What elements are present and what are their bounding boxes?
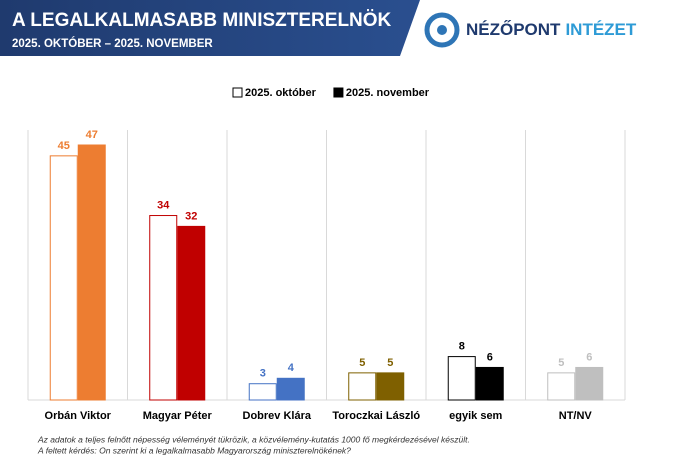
bar xyxy=(348,372,377,401)
header-banner xyxy=(0,0,420,56)
x-tick-label: egyik sem xyxy=(449,410,502,422)
chart-title: A LEGALKALMASABB MINISZTERELNÖK xyxy=(12,10,392,31)
value-label: 3 xyxy=(260,368,266,380)
chart-subtitle: 2025. OKTÓBER – 2025. NOVEMBER xyxy=(12,37,213,50)
bar xyxy=(575,366,604,401)
bar xyxy=(149,215,178,401)
value-label: 5 xyxy=(359,357,365,369)
legend-swatch xyxy=(333,87,344,98)
logo: NÉZŐPONT INTÉZET xyxy=(424,12,637,48)
legend-label: 2025. november xyxy=(346,87,430,99)
value-label: 32 xyxy=(185,210,197,222)
footnote: A feltett kérdés: On szerint ki a legalk… xyxy=(37,445,351,455)
legend-label: 2025. október xyxy=(245,87,317,99)
bar xyxy=(49,155,78,401)
bar xyxy=(177,225,206,401)
value-label: 8 xyxy=(459,341,465,353)
x-tick-label: Dobrev Klára xyxy=(243,410,312,422)
logo-text: NÉZŐPONT INTÉZET xyxy=(466,20,637,39)
logo-primary: NÉZŐPONT xyxy=(466,20,561,39)
value-label: 34 xyxy=(157,199,170,211)
x-tick-label: NT/NV xyxy=(559,410,593,422)
logo-icon xyxy=(424,12,460,48)
logo-icon-dot xyxy=(437,25,447,35)
bar xyxy=(276,377,305,401)
value-label: 5 xyxy=(558,357,564,369)
bar xyxy=(77,144,106,401)
value-label: 47 xyxy=(86,129,98,141)
logo-secondary: INTÉZET xyxy=(565,20,636,39)
x-tick-label: Toroczkai László xyxy=(332,410,420,422)
bar xyxy=(376,372,405,401)
value-label: 5 xyxy=(387,357,393,369)
value-label: 6 xyxy=(487,351,493,363)
footnote: Az adatok a teljes felnőtt népesség véle… xyxy=(37,434,470,444)
bar xyxy=(475,366,504,401)
value-label: 45 xyxy=(58,140,70,152)
legend-swatch xyxy=(232,87,243,98)
bar xyxy=(248,383,277,401)
x-tick-label: Orbán Viktor xyxy=(45,410,112,422)
bar xyxy=(447,356,476,401)
value-label: 6 xyxy=(586,351,592,363)
x-tick-label: Magyar Péter xyxy=(143,410,213,422)
bar xyxy=(547,372,576,401)
value-label: 4 xyxy=(288,362,295,374)
